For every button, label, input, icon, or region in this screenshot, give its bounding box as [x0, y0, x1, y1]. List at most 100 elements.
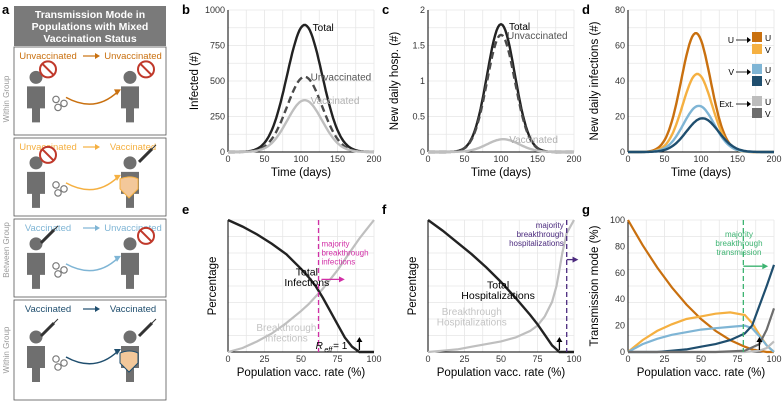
panel-a-title-line1: Transmission Mode in — [35, 9, 145, 21]
majority-label: transmission — [717, 248, 762, 257]
panel-c-axes: 0 50 100 150 200 0 0.5 1 1.5 2 Time (days) New dail… — [389, 5, 582, 179]
panel-g-letter: g — [582, 202, 590, 217]
legend-label: U — [765, 65, 771, 75]
transmission-arrow-head-icon — [114, 174, 121, 181]
virus-icon — [60, 359, 68, 367]
virus-icon — [54, 189, 62, 197]
breakthrough-label-1: Breakthrough — [256, 323, 316, 334]
series-line-vaccinated — [428, 138, 574, 154]
x-tick-label: 100 — [693, 154, 708, 164]
panel-b-letter: b — [182, 2, 190, 17]
from-syringe-icon — [39, 228, 56, 244]
from-syringe-needle-icon — [53, 225, 59, 231]
series-line-3 — [628, 117, 774, 154]
majority-arrow-head-icon — [762, 263, 769, 270]
virus-icon — [54, 270, 62, 278]
majority-label: majority — [536, 221, 564, 230]
y-tick-label: 60 — [615, 41, 625, 51]
transmission-arrow — [65, 90, 119, 105]
x-tick-label: 75 — [332, 354, 342, 364]
y-axis-label: Transmission mode (%) — [589, 225, 601, 346]
left-person-icon-head — [29, 330, 43, 344]
right-person-icon-body — [121, 252, 139, 289]
transmission-arrow — [65, 257, 119, 272]
row-arrow-head-icon — [95, 306, 100, 312]
y-axis-label: Infected (#) — [189, 52, 201, 110]
majority-arrow-head-icon — [338, 276, 345, 283]
x-tick-label: 100 — [566, 354, 581, 364]
panel-e-letter: e — [182, 202, 189, 217]
x-tick-label: 150 — [730, 154, 745, 164]
total-label-2: Infections — [284, 277, 329, 289]
x-tick-label: 0 — [225, 354, 230, 364]
legend-label: U — [765, 33, 771, 43]
x-tick-label: 75 — [532, 354, 542, 364]
row-arrow-head-icon — [95, 144, 100, 150]
legend-arrow-head-icon — [747, 101, 751, 107]
virus-icon — [54, 363, 62, 371]
to-syringe-icon — [137, 321, 154, 338]
transmission-arrow — [65, 350, 119, 365]
x-tick-label: 25 — [259, 354, 269, 364]
series-label-vaccinated: Vaccinated — [311, 96, 360, 107]
x-tick-label: 25 — [659, 354, 669, 364]
right-person-icon-body — [121, 86, 139, 123]
left-person-icon-head — [29, 237, 43, 251]
legend-group-label: Ext. — [719, 99, 734, 109]
x-tick-label: 200 — [366, 154, 381, 164]
left-person-icon-head — [29, 70, 43, 84]
legend-swatch — [752, 64, 762, 74]
reff-equals: = 1 — [333, 341, 348, 352]
majority-label: breakthrough — [715, 239, 762, 248]
y-axis-label: Percentage — [407, 257, 419, 316]
y-axis-label: New daily hosp. (#) — [389, 32, 401, 131]
virus-icon — [60, 185, 68, 193]
virus-icon — [52, 181, 60, 189]
y-tick-label: 20 — [615, 321, 625, 331]
from-syringe-needle-icon — [53, 318, 59, 324]
virus-icon — [60, 99, 68, 108]
y-tick-label: 100 — [610, 215, 625, 225]
legend-label: V — [765, 109, 771, 119]
legend-group-label: V — [728, 67, 734, 77]
breakthrough-label-2: Hospitalizations — [437, 318, 507, 329]
series-label-total: Total — [509, 22, 530, 33]
y-tick-label: 0 — [620, 147, 625, 157]
shield-icon — [119, 350, 139, 373]
side-label-within-top: Within Group — [2, 75, 11, 122]
majority-label: breakthrough — [321, 248, 368, 257]
x-tick-label: 0 — [625, 154, 630, 164]
virus-icon — [52, 355, 60, 363]
y-tick-label: 750 — [210, 41, 225, 51]
x-tick-label: 50 — [459, 154, 469, 164]
panel-a-letter: a — [2, 2, 10, 17]
y-tick-label: 0 — [620, 347, 625, 357]
transmission-series-2 — [627, 324, 775, 353]
from-no-vaccine-slash-icon — [41, 148, 55, 162]
x-tick-label: 25 — [459, 354, 469, 364]
majority-label: majority — [725, 230, 753, 239]
total-line — [427, 219, 574, 354]
x-tick-label: 50 — [259, 154, 269, 164]
x-axis-label: Population vacc. rate (%) — [237, 367, 366, 379]
legend-label: U — [765, 97, 771, 107]
row-to-label: Unvaccinated — [104, 223, 162, 234]
reff-subscript: eff — [324, 347, 333, 354]
to-syringe-needle-icon — [151, 318, 157, 324]
breakthrough-label-1: Breakthrough — [442, 307, 502, 318]
x-tick-label: 50 — [296, 354, 306, 364]
x-tick-label: 50 — [496, 354, 506, 364]
row-to-label: Vaccinated — [110, 142, 156, 153]
x-tick-label: 150 — [530, 154, 545, 164]
y-tick-label: 0.5 — [412, 112, 425, 122]
x-tick-label: 100 — [293, 154, 308, 164]
x-axis-label: Population vacc. rate (%) — [637, 367, 766, 379]
y-tick-label: 500 — [210, 76, 225, 86]
breakthrough-line — [427, 219, 575, 354]
y-tick-label: 2 — [420, 5, 425, 15]
row-to-label: Vaccinated — [110, 304, 156, 315]
x-tick-label: 0 — [425, 154, 430, 164]
right-person-icon-head — [123, 156, 137, 170]
